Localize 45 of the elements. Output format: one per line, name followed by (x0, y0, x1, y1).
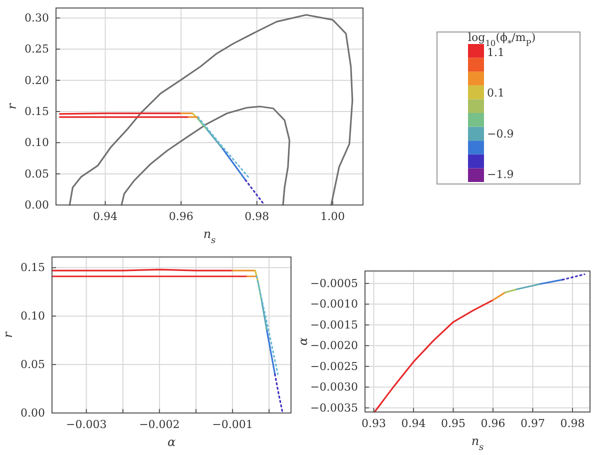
x-tick-label: 0.95 (441, 416, 466, 430)
y-tick-label: 0.15 (20, 261, 45, 274)
y-tick-label: −0.0020 (310, 339, 358, 352)
line-series (374, 299, 494, 413)
y-tick-label: 0.00 (24, 198, 49, 212)
y-axis-title: α (296, 337, 310, 346)
y-tick-label: −0.0005 (310, 276, 358, 290)
x-tick-label: −0.003 (66, 418, 107, 431)
line-series (120, 106, 290, 206)
y-tick-label: 0.20 (24, 74, 49, 87)
y-tick-label: 0.25 (24, 42, 49, 56)
y-tick-label: 0.30 (24, 11, 49, 24)
x-axis-title: n$_{s}$ (203, 227, 216, 246)
color-bar-label: 0.1 (487, 86, 504, 100)
x-tick-label: 0.96 (480, 416, 506, 430)
y-tick-label: −0.0025 (310, 360, 358, 373)
x-tick-label: 0.96 (168, 210, 194, 223)
y-tick-label: 0.05 (24, 167, 49, 180)
y-axis-title: r (1, 330, 15, 338)
y-tick-label: −0.0015 (310, 318, 358, 332)
x-tick-label: 1.00 (320, 210, 345, 223)
x-tick-label: 0.98 (560, 416, 585, 430)
y-tick-label: −0.0030 (310, 380, 358, 394)
x-tick-label: 0.94 (93, 210, 118, 223)
y-tick-label: −0.0035 (310, 401, 358, 414)
x-axis-title: n$_{s}$ (471, 434, 484, 453)
color-bar-label: −0.9 (487, 127, 514, 140)
x-tick-label: 0.94 (401, 416, 426, 430)
color-bar-label: 1.1 (487, 46, 504, 60)
x-tick-label: 0.93 (361, 416, 386, 430)
x-tick-label: −0.002 (139, 418, 180, 431)
y-tick-label: 0.15 (24, 105, 49, 118)
y-tick-label: −0.0010 (310, 298, 358, 311)
x-axis-title: α (167, 435, 176, 449)
color-bar-label: −1.9 (487, 168, 514, 181)
y-axis-title: r (5, 102, 19, 110)
y-tick-label: 0.00 (20, 406, 45, 420)
x-tick-label: 0.97 (520, 416, 546, 430)
x-tick-label: −0.001 (212, 418, 253, 431)
y-tick-label: 0.10 (20, 310, 45, 323)
color-bar-title: log$_{10}$(ϕ$_{*}$/m$_{P}$) (468, 31, 536, 48)
y-tick-label: 0.05 (20, 358, 45, 372)
y-tick-label: 0.10 (24, 136, 49, 150)
line-series (68, 14, 354, 206)
x-tick-label: 0.98 (244, 210, 270, 223)
